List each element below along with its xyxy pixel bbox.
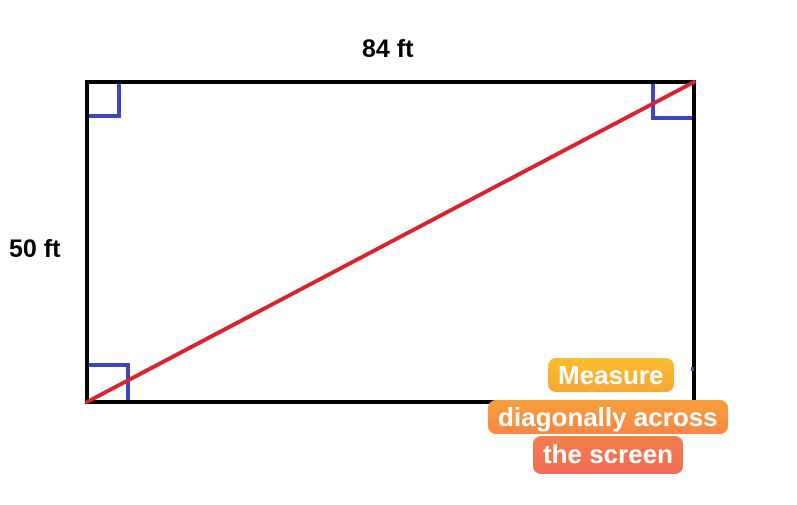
right-angle-marker-bottom-left	[89, 363, 130, 400]
right-angle-marker-top-right	[651, 84, 692, 120]
diagonal-line	[85, 80, 696, 404]
callout-line-2: diagonally across	[488, 400, 728, 434]
width-label: 84 ft	[362, 35, 414, 63]
callout-line-3: the screen	[533, 436, 684, 474]
screen-rectangle	[85, 80, 696, 404]
height-label: 50 ft	[9, 235, 61, 263]
right-angle-marker-top-left	[89, 84, 121, 118]
callout-line-1: Measure	[548, 358, 674, 392]
